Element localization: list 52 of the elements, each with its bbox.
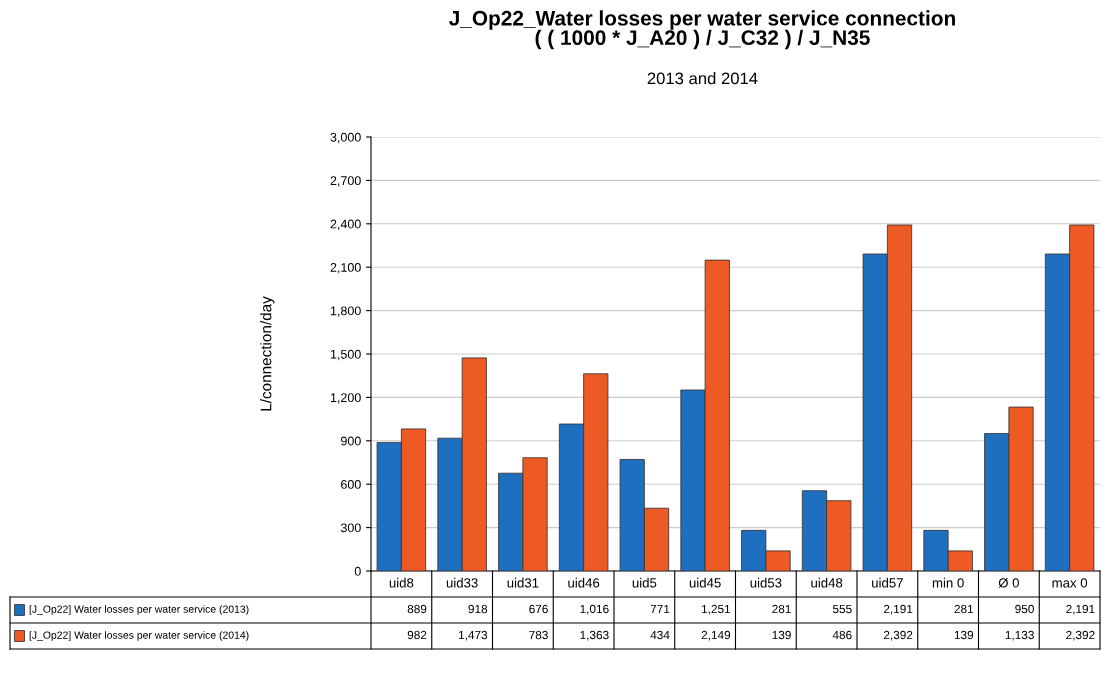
- legend-label: [J_Op22] Water losses per water service (2013): [29, 605, 249, 615]
- data-label: 1,363: [580, 630, 609, 641]
- data-label: 139: [954, 630, 974, 640]
- y-tick-label: 3,000: [330, 132, 361, 144]
- x-tick-label: uid46: [568, 577, 600, 588]
- y-tick-label: 2,400: [330, 219, 361, 230]
- data-label: 950: [1015, 604, 1034, 614]
- x-tick-label: uid48: [811, 577, 843, 588]
- chart-title: J_Op22_Water losses per water service connection ( ( 1000 * J_A20 ) / J_C32 ) / J_N35: [449, 10, 955, 50]
- data-label: 771: [650, 604, 670, 614]
- data-label: 486: [832, 630, 852, 640]
- data-label: 139: [772, 630, 791, 640]
- x-tick-label: uid5: [632, 577, 657, 588]
- x-tick-label: uid31: [507, 577, 539, 588]
- x-tick-label: min 0: [932, 577, 964, 588]
- data-label: 2,191: [1066, 604, 1095, 615]
- chart-subtitle: 2013 and 2014: [647, 72, 758, 85]
- x-tick-label: Ø 0: [998, 577, 1019, 588]
- data-label: 2,392: [1066, 630, 1095, 641]
- data-label: 1,016: [580, 604, 609, 615]
- data-label: 1,473: [459, 630, 488, 641]
- y-tick-label: 1,200: [330, 393, 361, 404]
- y-tick-label: 900: [341, 436, 361, 446]
- y-tick-label: 2,100: [330, 263, 361, 274]
- x-tick-label: uid33: [446, 577, 478, 588]
- data-label: 281: [772, 604, 791, 614]
- y-tick-label: 600: [341, 480, 361, 489]
- data-label: 2,191: [883, 604, 913, 615]
- legend-label: [J_Op22] Water losses per water service (2014): [29, 631, 249, 641]
- x-tick-label: max 0: [1052, 578, 1088, 588]
- x-tick-label: uid57: [872, 577, 903, 588]
- data-label: 783: [529, 630, 548, 640]
- data-label: 676: [529, 604, 548, 614]
- x-tick-label: uid45: [689, 577, 721, 588]
- y-tick-label: 2,700: [330, 176, 361, 187]
- data-label: 2,392: [883, 630, 913, 641]
- data-label: 982: [407, 630, 427, 640]
- data-label: 1,251: [702, 604, 731, 615]
- x-tick-label: uid8: [389, 577, 414, 588]
- data-label: 434: [650, 630, 670, 640]
- y-tick-label: 1,500: [330, 349, 361, 361]
- x-tick-label: uid53: [750, 577, 782, 588]
- y-tick-label: 1,800: [330, 306, 361, 317]
- data-label: 1,133: [1005, 630, 1034, 641]
- y-axis-title: L/connection/day: [260, 296, 275, 411]
- data-label: 555: [832, 604, 852, 614]
- data-label: 918: [468, 604, 488, 614]
- data-label: 889: [407, 604, 427, 614]
- data-label: 281: [954, 604, 974, 614]
- y-tick-label: 0: [354, 566, 361, 576]
- data-label: 2,149: [701, 630, 731, 641]
- y-tick-label: 300: [340, 523, 361, 533]
